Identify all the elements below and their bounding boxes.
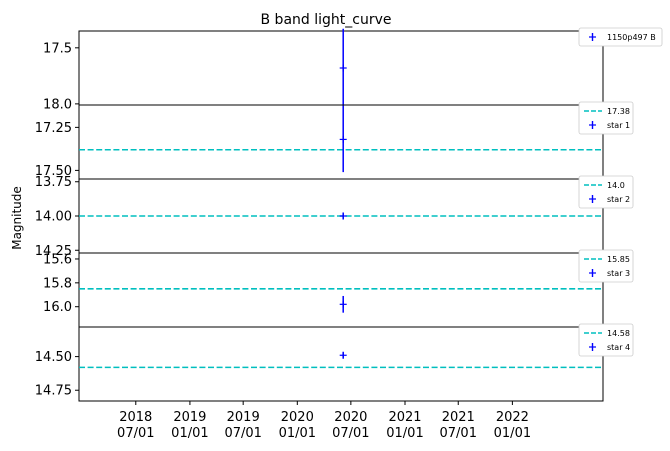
y-axis-label: Magnitude	[10, 186, 24, 250]
y-tick-label: 16.0	[43, 300, 72, 315]
data-point	[339, 212, 347, 220]
legend-label: star 4	[607, 343, 630, 352]
y-tick-label: 15.6	[43, 252, 72, 267]
y-tick-label: 18.0	[43, 97, 72, 112]
y-tick-label: 14.25	[35, 244, 72, 259]
legend: 14.58 star 4	[578, 323, 634, 357]
x-tick-label: 2018	[119, 410, 152, 425]
panel-frame	[78, 326, 604, 402]
x-tick-label: 07/01	[117, 426, 154, 441]
x-tick-label: 2020	[281, 410, 314, 425]
y-tick-label: 15.8	[43, 276, 72, 291]
y-tick-label: 14.75	[35, 384, 72, 399]
x-tick-label: 2020	[334, 410, 367, 425]
panel-1: 17.5 18.0 1150p497 B	[43, 27, 663, 112]
panel-5: 14.50 14.75 14.58 star 4	[35, 323, 634, 402]
x-tick-label: 2022	[496, 410, 529, 425]
y-tick-label: 17.25	[35, 121, 72, 136]
x-tick-label: 07/01	[332, 426, 369, 441]
x-axis: 201807/01201901/01201907/01202001/012020…	[117, 401, 531, 441]
legend-box	[578, 27, 663, 47]
legend: 1150p497 B	[578, 27, 663, 47]
data-point	[339, 351, 347, 359]
x-tick-label: 2019	[173, 410, 206, 425]
y-tick-label: 14.50	[35, 350, 72, 365]
panel-3: 13.75 14.00 14.25 14.0 star 2	[35, 175, 634, 259]
data-point	[339, 28, 347, 108]
x-tick-label: 01/01	[279, 426, 316, 441]
panel-4: 15.6 15.8 16.0 15.85 star 3	[43, 249, 634, 328]
chart-title: B band light_curve	[261, 12, 392, 28]
legend-label: 14.58	[607, 329, 630, 338]
legend: 17.38 star 1	[578, 101, 634, 135]
y-tick-label: 14.00	[35, 210, 72, 225]
x-tick-label: 07/01	[440, 426, 477, 441]
legend-label: 15.85	[607, 255, 630, 264]
x-tick-label: 2019	[227, 410, 260, 425]
legend-label: 1150p497 B	[607, 33, 656, 42]
x-tick-label: 01/01	[386, 426, 423, 441]
y-tick-label: 17.5	[43, 41, 72, 56]
panel-2: 17.25 17.50 17.38 star 1	[35, 101, 634, 180]
panel-frame	[78, 104, 604, 180]
legend: 14.0 star 2	[578, 175, 634, 209]
legend: 15.85 star 3	[578, 249, 634, 283]
x-tick-label: 01/01	[171, 426, 208, 441]
legend-label: 17.38	[607, 107, 630, 116]
x-tick-label: 2021	[388, 410, 421, 425]
data-point	[339, 295, 347, 313]
legend-label: 14.0	[607, 181, 625, 190]
x-tick-label: 01/01	[494, 426, 531, 441]
legend-label: star 3	[607, 269, 630, 278]
y-tick-label: 17.50	[35, 164, 72, 179]
panel-frame	[78, 252, 604, 328]
y-tick-label: 13.75	[35, 175, 72, 190]
legend-label: star 2	[607, 195, 630, 204]
x-tick-label: 2021	[442, 410, 475, 425]
legend-label: star 1	[607, 121, 630, 130]
data-point	[339, 106, 347, 173]
x-tick-label: 07/01	[224, 426, 261, 441]
